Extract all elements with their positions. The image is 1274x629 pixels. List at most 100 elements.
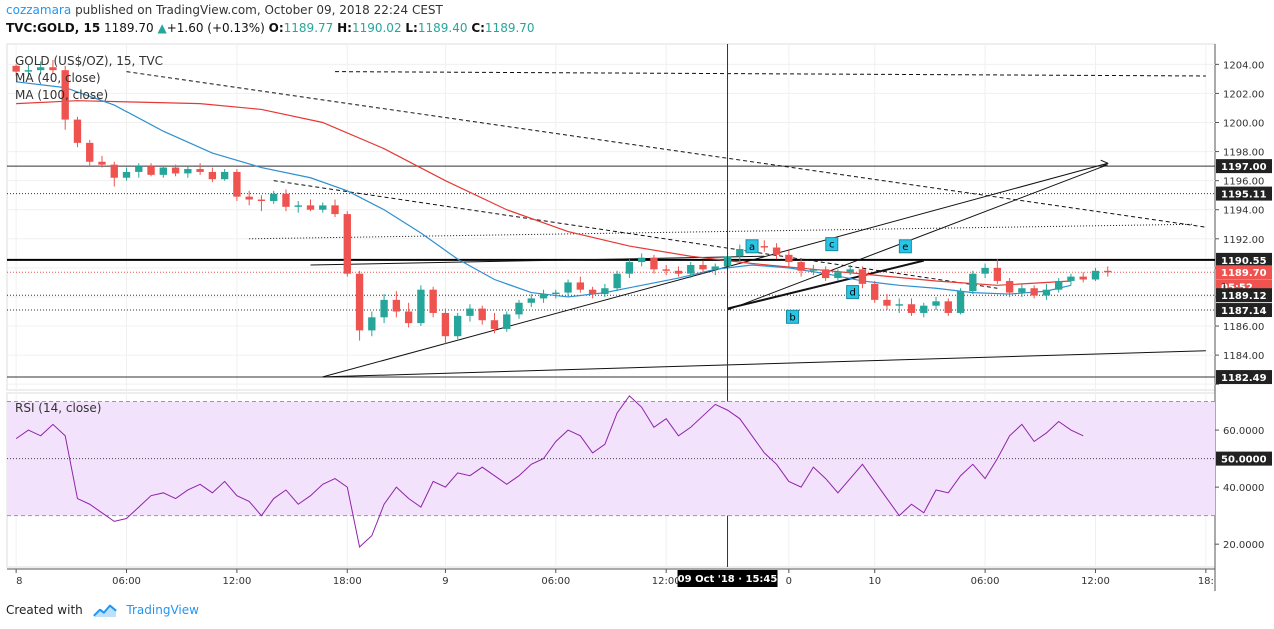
candle xyxy=(98,155,106,168)
indicator-legend-label: MA (100, close) xyxy=(15,88,108,102)
candle xyxy=(36,61,45,75)
candle-body xyxy=(552,292,560,295)
candle xyxy=(637,253,646,267)
tradingview-logo-icon xyxy=(92,604,117,617)
candle-body xyxy=(220,171,229,180)
candle xyxy=(429,286,437,318)
candle xyxy=(736,244,744,261)
candle-body xyxy=(294,205,302,207)
candle-body xyxy=(147,166,155,175)
footer: Created with TradingView xyxy=(6,603,199,618)
candle xyxy=(564,279,572,297)
candle xyxy=(368,311,376,337)
candle xyxy=(760,240,768,252)
candle-body xyxy=(159,167,167,175)
candle-body xyxy=(1104,270,1112,273)
price-label-box xyxy=(1216,252,1272,267)
candle-body xyxy=(637,257,646,263)
rsi-mid-label-box xyxy=(1216,451,1272,466)
candle xyxy=(257,195,266,212)
chart-canvas[interactable]: 1184.001186.001188.001192.001194.001196.… xyxy=(0,0,1274,600)
candle xyxy=(61,65,69,130)
time-tick-label: 12:00 xyxy=(1081,576,1110,587)
candle-body xyxy=(871,283,879,300)
candle-body xyxy=(772,247,781,255)
price-label-box xyxy=(1216,288,1272,303)
time-tick-label: 0 xyxy=(786,576,792,587)
candle-body xyxy=(588,289,597,295)
price-tick-label: 1186.00 xyxy=(1223,322,1264,333)
brand-link[interactable]: TradingView xyxy=(126,603,199,617)
candle xyxy=(466,304,474,322)
candle xyxy=(576,276,585,293)
rsi-mid-label-text: 50.0000 xyxy=(1221,455,1267,466)
candle xyxy=(306,199,315,212)
price-tick-label: 1202.00 xyxy=(1223,89,1264,100)
candle xyxy=(319,202,327,213)
candle-body xyxy=(920,305,928,313)
candle-body xyxy=(478,308,486,321)
price-tick-label: 1198.00 xyxy=(1223,148,1264,159)
author-name[interactable]: cozzamara xyxy=(6,3,72,17)
price-tick-label: 1194.00 xyxy=(1223,206,1264,217)
candle-body xyxy=(1091,270,1100,280)
candle-body xyxy=(233,171,241,197)
candle-body xyxy=(834,272,842,279)
candle xyxy=(380,294,388,324)
pattern-tag-box xyxy=(898,239,912,254)
candle xyxy=(135,163,143,178)
candle-body xyxy=(981,267,989,274)
candle-body xyxy=(1030,288,1038,296)
candle-body xyxy=(404,311,413,324)
candle-body xyxy=(1067,276,1075,281)
price-tick-label: 1200.00 xyxy=(1223,119,1264,130)
candle-body xyxy=(674,270,683,274)
time-tick-label: 18: xyxy=(1198,576,1214,587)
pattern-tag-box xyxy=(825,237,839,252)
pattern-tag-box xyxy=(846,285,860,300)
trendline xyxy=(322,350,1206,378)
candle xyxy=(294,201,302,213)
candle xyxy=(1055,278,1063,293)
crosshair-price-label: 1 xyxy=(1221,282,1227,293)
time-tick-label: 18:00 xyxy=(333,576,362,587)
candle-body xyxy=(699,264,707,270)
candle xyxy=(687,262,695,279)
time-tick-label: 06:00 xyxy=(112,576,141,587)
candle-body xyxy=(932,301,940,306)
candle-body xyxy=(687,264,695,274)
candle-body xyxy=(858,269,867,284)
pattern-tag-label: d xyxy=(849,288,855,299)
candle xyxy=(171,164,180,177)
candle xyxy=(147,163,155,177)
candle xyxy=(392,291,401,318)
candle-body xyxy=(821,269,830,279)
candle-body xyxy=(1079,276,1087,280)
price-change: +1.60 (+0.13%) xyxy=(166,21,265,35)
price-label-text: 1195.11 xyxy=(1221,190,1267,201)
candle xyxy=(527,294,535,308)
candle xyxy=(355,270,364,341)
candle xyxy=(490,312,499,334)
candle xyxy=(907,298,916,316)
candle-body xyxy=(503,314,511,329)
candle xyxy=(601,283,609,297)
candle-body xyxy=(760,246,768,248)
candle xyxy=(282,189,290,212)
candle xyxy=(196,163,204,175)
close-label: C: xyxy=(471,21,485,35)
time-tick-label: 06:00 xyxy=(971,576,1000,587)
candle-body xyxy=(969,273,977,292)
candle xyxy=(871,280,879,303)
close-value: 1189.70 xyxy=(484,21,535,35)
candle xyxy=(404,302,413,328)
candle-body xyxy=(392,299,401,312)
candle-body xyxy=(417,289,425,324)
candle xyxy=(674,266,683,277)
candle xyxy=(331,199,339,217)
candle-body xyxy=(355,273,364,331)
candle-body xyxy=(576,282,585,290)
price-pane xyxy=(6,43,1216,391)
candle-body xyxy=(24,70,33,72)
price-label-text: 1187.14 xyxy=(1221,306,1267,317)
